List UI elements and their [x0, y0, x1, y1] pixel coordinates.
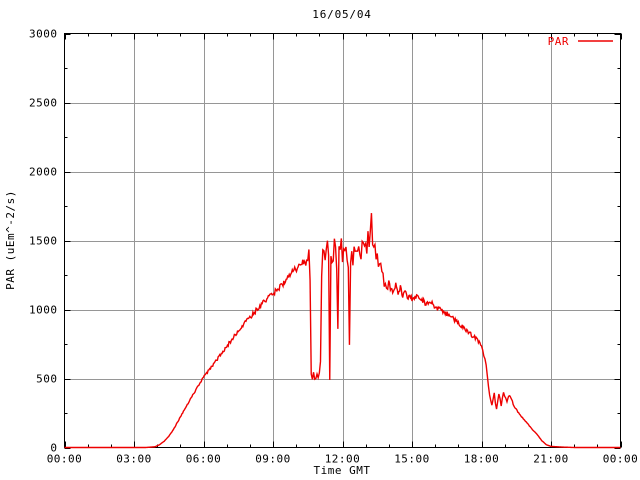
- y-axis-tick-labels: 0 500 1000 1500 2000 2500 3000: [29, 28, 58, 455]
- y-tick-label: 1000: [29, 304, 58, 317]
- x-tick-label: 21:00: [533, 453, 569, 466]
- plot-frame: [64, 33, 621, 448]
- x-tick-label: 15:00: [394, 453, 430, 466]
- y-axis-title: PAR (uEm^-2/s): [4, 190, 17, 290]
- x-axis-title: Time GMT: [314, 464, 371, 477]
- y-tick-label: 1500: [29, 235, 58, 248]
- chart-title: 16/05/04: [312, 8, 371, 21]
- x-tick-label: 00:00: [47, 453, 83, 466]
- y-tick-label: 2000: [29, 166, 58, 179]
- gridlines: [64, 33, 621, 448]
- y-tick-label: 0: [50, 442, 57, 455]
- x-tick-label: 03:00: [116, 453, 152, 466]
- x-tick-label: 06:00: [186, 453, 222, 466]
- x-tick-label: 09:00: [255, 453, 291, 466]
- y-tick-label: 500: [36, 373, 57, 386]
- x-tick-label: 12:00: [325, 453, 361, 466]
- series-line-par: [64, 213, 621, 449]
- y-tick-label: 2500: [29, 97, 58, 110]
- y-tick-label: 3000: [29, 28, 58, 41]
- legend: PAR: [548, 35, 613, 48]
- x-tick-label: 18:00: [464, 453, 500, 466]
- x-axis-tick-labels: 00:00 03:00 06:00 09:00 12:00 15:00 18:00 21:00…: [47, 453, 639, 466]
- legend-label-par: PAR: [548, 35, 569, 48]
- x-tick-label: 00:00: [603, 453, 639, 466]
